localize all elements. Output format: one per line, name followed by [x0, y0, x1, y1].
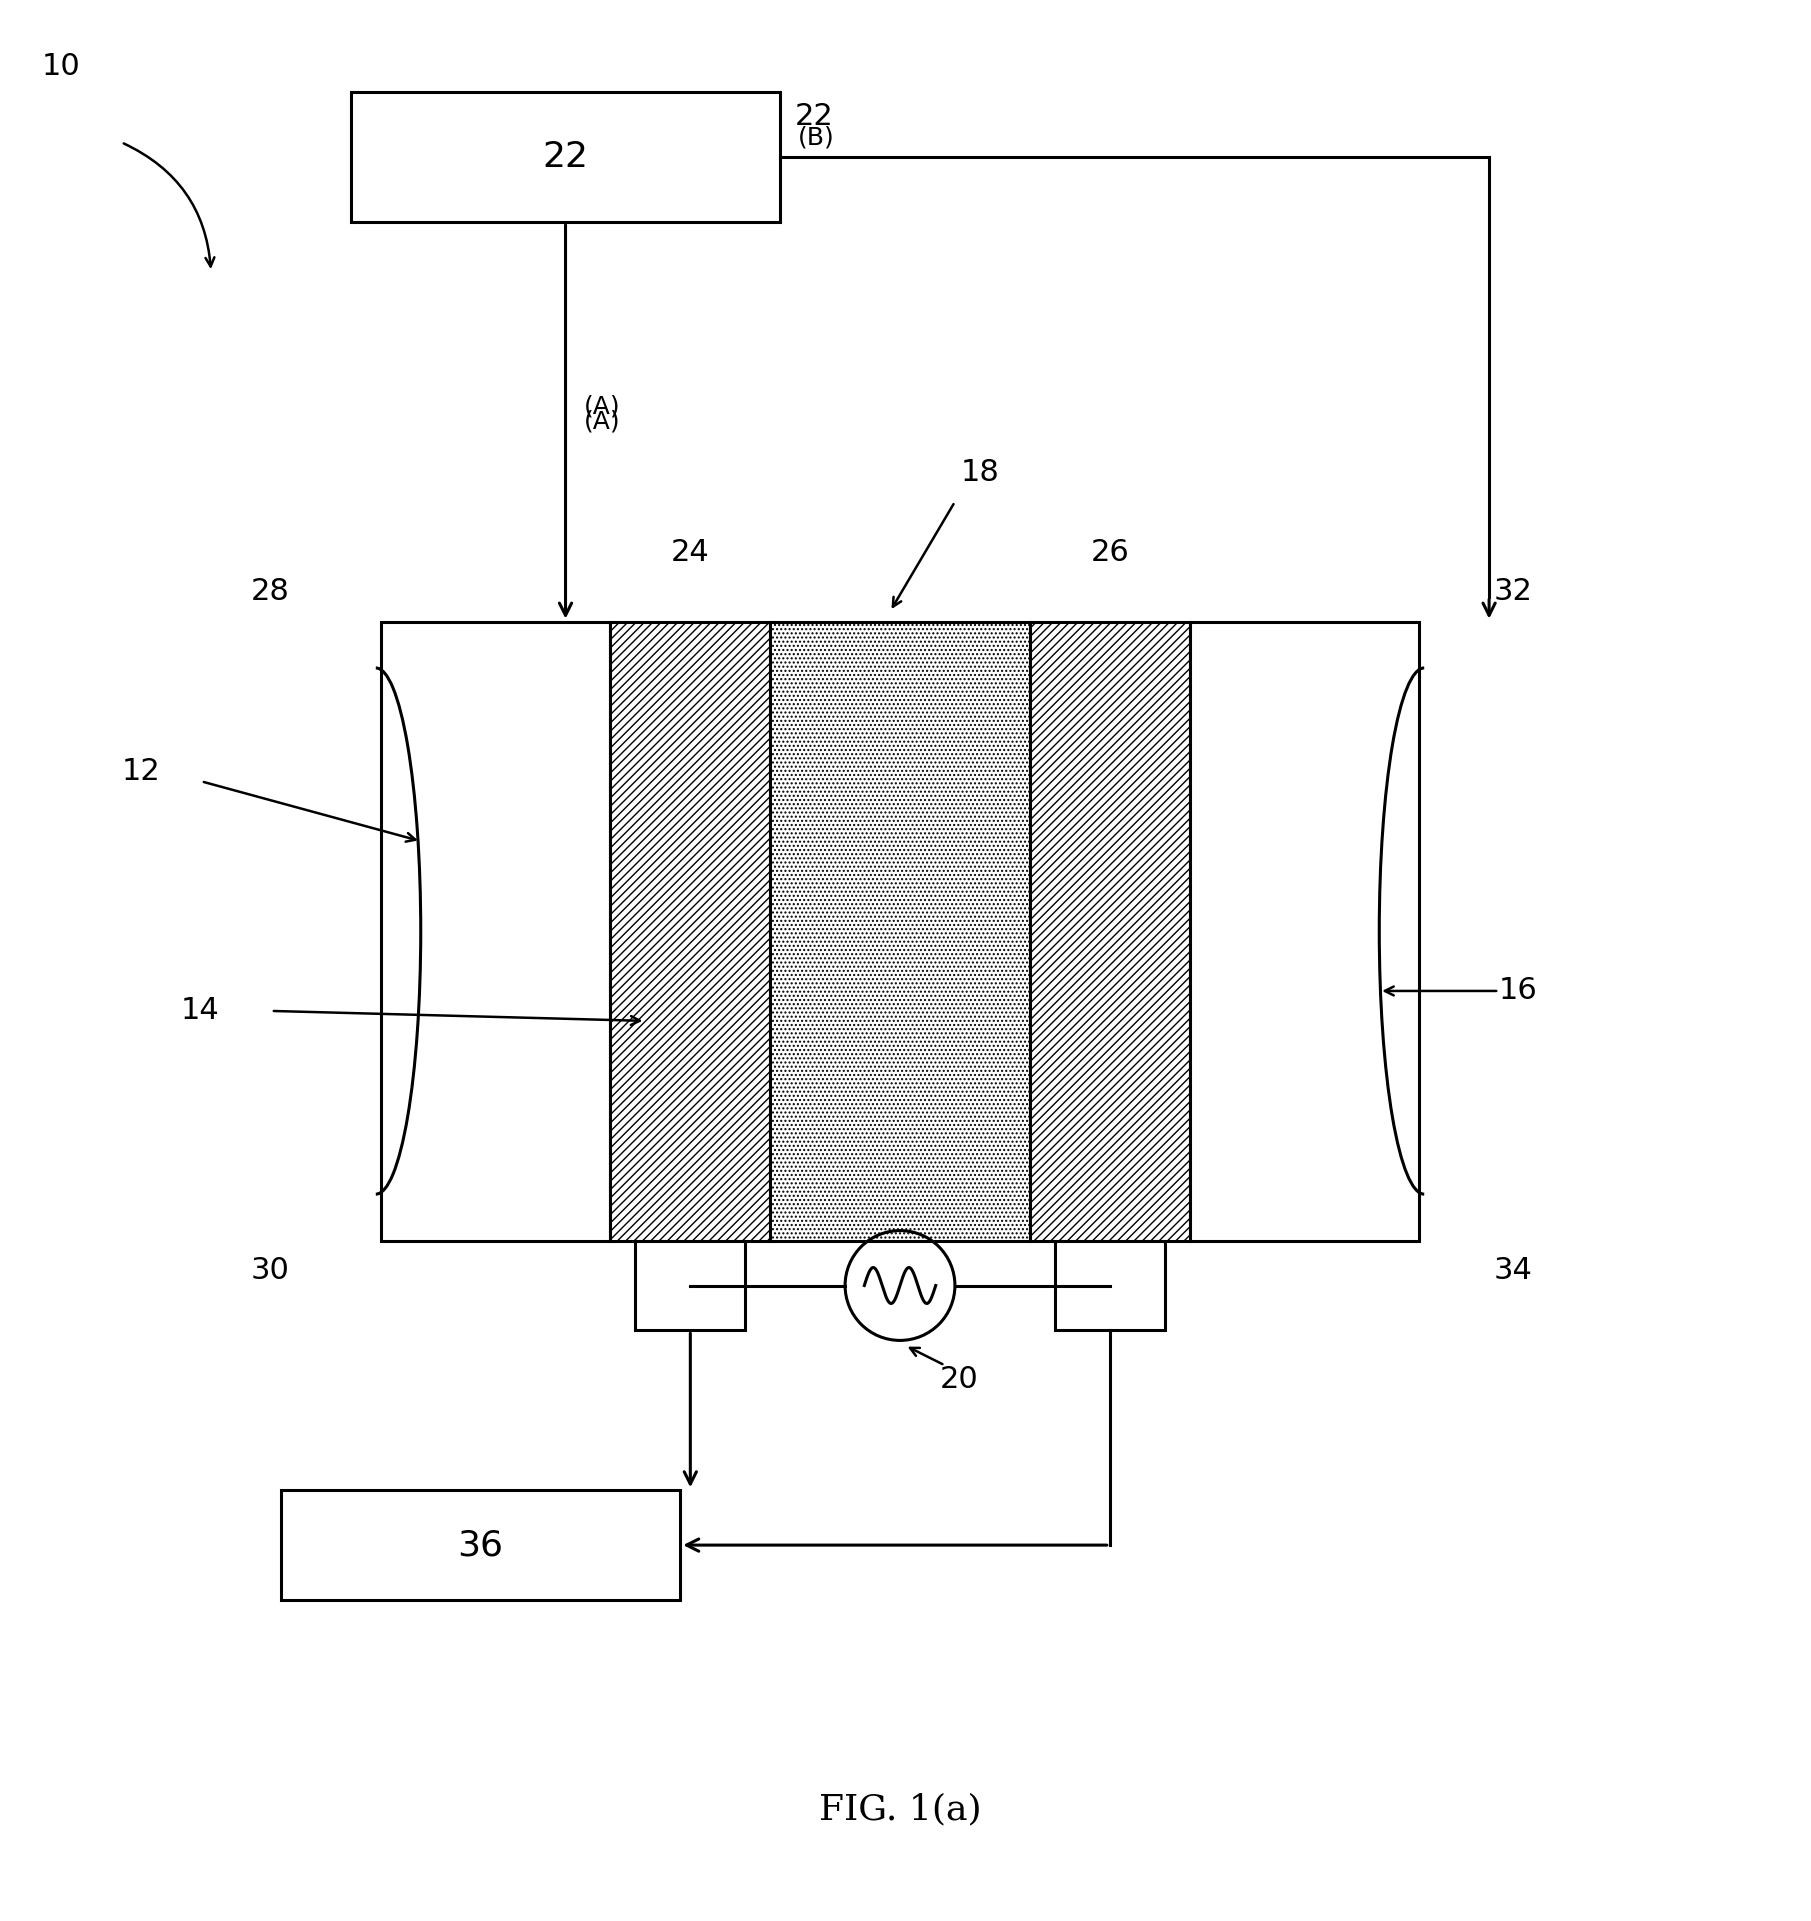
Text: 22: 22 [543, 140, 589, 175]
Text: 32: 32 [1494, 576, 1532, 605]
Bar [1054, 1241, 1164, 1331]
Text: 24: 24 [670, 538, 710, 567]
Bar [351, 92, 781, 223]
Bar [380, 622, 610, 1241]
Text: 12: 12 [121, 757, 159, 786]
Bar [281, 1491, 681, 1600]
Bar [1030, 622, 1190, 1241]
Text: 36: 36 [458, 1527, 503, 1562]
Bar [636, 1241, 746, 1331]
Text: 10: 10 [42, 52, 80, 81]
Text: 18: 18 [960, 457, 1000, 486]
Text: 22: 22 [795, 102, 833, 131]
Bar [610, 622, 770, 1241]
Text: 30: 30 [252, 1256, 290, 1285]
Text: 34: 34 [1494, 1256, 1532, 1285]
Bar [770, 622, 1030, 1241]
Text: FIG. 1(a): FIG. 1(a) [819, 1792, 982, 1827]
Text: 20: 20 [940, 1366, 978, 1395]
Bar [1190, 622, 1420, 1241]
Text: 16: 16 [1500, 976, 1538, 1005]
Text: (A): (A) [583, 409, 619, 434]
Text: 14: 14 [181, 997, 219, 1026]
Text: (A): (A) [583, 396, 619, 419]
Text: 28: 28 [252, 576, 290, 605]
Text: 26: 26 [1090, 538, 1128, 567]
Text: (B): (B) [799, 125, 835, 150]
